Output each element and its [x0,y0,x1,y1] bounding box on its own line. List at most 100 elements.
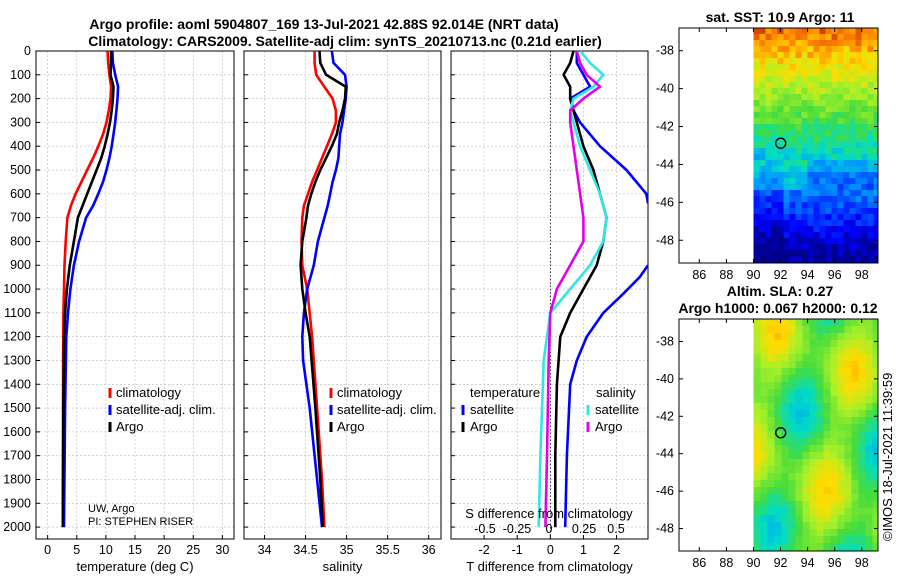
heatmap-cell [788,501,796,509]
heatmap-cell [867,34,874,41]
heatmap-cell [795,501,803,509]
heatmap-cell [844,543,852,551]
heatmap-cell [837,361,845,369]
heatmap-cell [802,487,810,495]
heatmap-cell [873,214,878,221]
heatmap-cell [861,178,868,185]
heatmap-cell [861,184,868,191]
heatmap-cell [837,396,845,404]
heatmap-cell [771,28,778,35]
heatmap-cell [802,382,810,390]
heatmap-cell [825,94,832,101]
heatmap-cell [760,410,768,418]
heatmap-cell [807,82,814,89]
heatmap-cell [807,214,814,221]
heatmap-cell [816,431,824,439]
heatmap-cell [795,438,803,446]
heatmap-cell [777,208,784,215]
heatmap-cell [781,508,789,516]
heatmap-cell [861,70,868,77]
map-y-tick-label: -46 [656,195,674,209]
heatmap-cell [861,214,868,221]
heatmap-cell [783,214,790,221]
heatmap-cell [753,424,761,432]
heatmap-cell [801,118,808,125]
heatmap-cell [774,403,782,411]
heatmap-cell [809,389,817,397]
heatmap-cell [855,250,862,257]
heatmap-cell [813,118,820,125]
heatmap-cell [855,244,862,251]
heatmap-cell [837,40,844,47]
heatmap-cell [823,508,831,516]
heatmap-cell [849,214,856,221]
heatmap-cell [795,184,802,191]
heatmap-cell [789,28,796,35]
heatmap-cell [765,130,772,137]
heatmap-cell [849,250,856,257]
heatmap-cell [789,166,796,173]
heatmap-cell [831,82,838,89]
heatmap-cell [819,136,826,143]
heatmap-cell [819,184,826,191]
heatmap-cell [873,256,878,263]
heatmap-cell [872,473,878,481]
heatmap-cell [783,142,790,149]
heatmap-cell [809,319,817,327]
heatmap-cell [867,232,874,239]
heatmap-cell [855,184,862,191]
credit-line1: UW, Argo [88,503,134,515]
heatmap-cell [873,136,878,143]
heatmap-cell [759,202,766,209]
heatmap-cell [823,368,831,376]
heatmap-cell [831,202,838,209]
heatmap-cell [823,333,831,341]
heatmap-cell [795,410,803,418]
heatmap-cell [774,473,782,481]
heatmap-cell [771,160,778,167]
heatmap-cell [809,340,817,348]
heatmap-cell [825,166,832,173]
heatmap-cell [807,124,814,131]
heatmap-cell [788,319,796,327]
heatmap-cell [788,438,796,446]
heatmap-cell [760,375,768,383]
heatmap-cell [837,226,844,233]
heatmap-cell [783,136,790,143]
heatmap-cell [849,28,856,35]
heatmap-cell [789,64,796,71]
heatmap-cell [865,319,873,327]
heatmap-cell [855,112,862,119]
map-y-tick-label: -38 [656,44,674,58]
heatmap-cell [831,64,838,71]
heatmap-cell [858,438,866,446]
heatmap-cell [774,396,782,404]
heatmap-cell [753,431,761,439]
heatmap-cell [765,142,772,149]
heatmap-cell [816,340,824,348]
heatmap-cell [861,244,868,251]
heatmap-cell [777,184,784,191]
heatmap-cell [867,196,874,203]
heatmap-cell [795,368,803,376]
heatmap-cell [819,208,826,215]
heatmap-cell [873,40,878,47]
heatmap-cell [767,487,775,495]
heatmap-cell [759,28,766,35]
heatmap-cell [774,529,782,537]
heatmap-cell [753,508,761,516]
heatmap-cell [855,196,862,203]
heatmap-cell [765,40,772,47]
heatmap-cell [795,361,803,369]
heatmap-cell [825,250,832,257]
heatmap-cell [771,238,778,245]
heatmap-cell [813,148,820,155]
heatmap-cell [851,354,859,362]
heatmap-cell [809,375,817,383]
heatmap-cell [774,522,782,530]
heatmap-cell [837,118,844,125]
heatmap-cell [771,184,778,191]
heatmap-cell [873,70,878,77]
heatmap-cell [789,130,796,137]
heatmap-cell [753,347,761,355]
